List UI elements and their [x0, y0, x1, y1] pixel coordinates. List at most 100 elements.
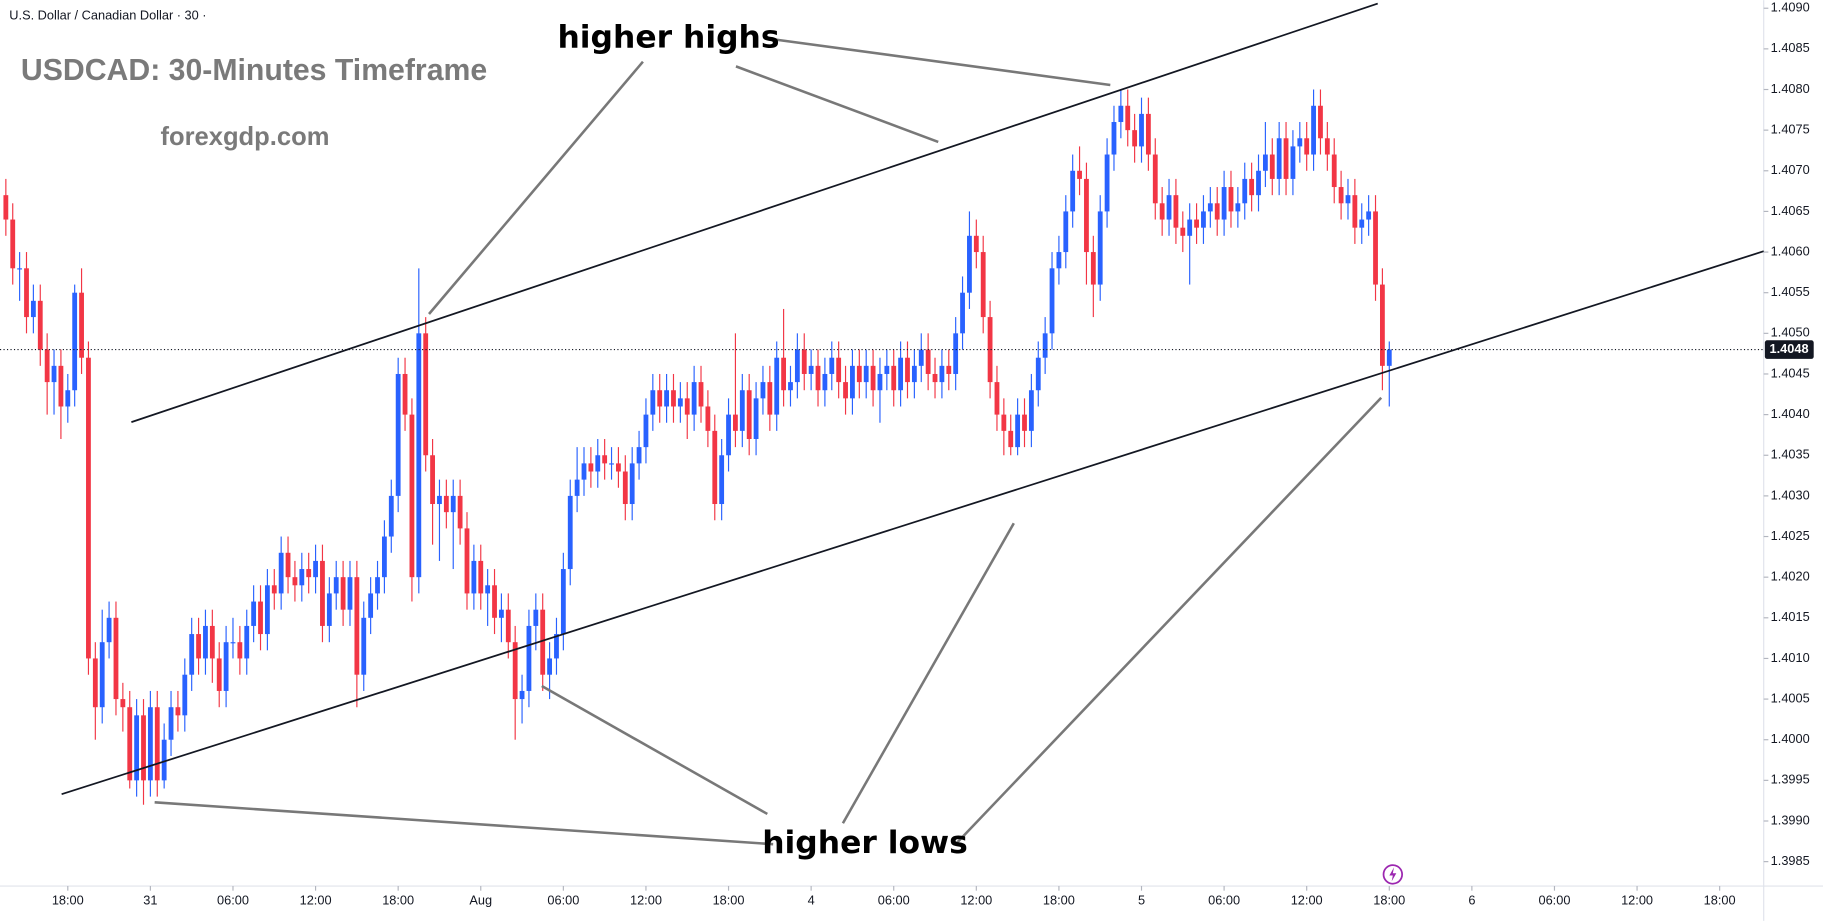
candle-body — [437, 495, 442, 505]
candle-body — [1159, 203, 1165, 220]
candle-body — [37, 300, 43, 350]
x-tick-label: 18:00 — [1043, 893, 1075, 908]
candle-body — [457, 495, 463, 529]
candle-body — [794, 349, 800, 383]
x-tick-label: 12:00 — [300, 893, 332, 908]
candle-body — [684, 398, 690, 415]
candle-body — [44, 349, 50, 383]
candle-body — [884, 365, 890, 374]
candle-body — [918, 349, 924, 366]
candle-body — [292, 577, 298, 586]
candle-body — [141, 715, 146, 781]
x-tick-label: 12:00 — [960, 893, 992, 908]
candle-body — [636, 447, 642, 464]
y-tick-label: 1.4035 — [1771, 447, 1810, 462]
candle-body — [609, 463, 614, 465]
candle-body — [285, 552, 291, 578]
candle-body — [326, 593, 332, 626]
candle-body — [898, 357, 904, 391]
candle-body — [1090, 252, 1096, 285]
candle-body — [815, 365, 821, 391]
x-tick-label: 18:00 — [382, 893, 414, 908]
pointer-line — [954, 396, 1383, 846]
candle-body — [223, 642, 229, 691]
candle-body — [705, 406, 711, 431]
candle-body — [1318, 105, 1323, 139]
candle-body — [1056, 252, 1062, 269]
x-tick-label: 18:00 — [52, 893, 84, 908]
candle-body — [1187, 219, 1193, 236]
candle-body — [86, 357, 91, 659]
candle-body — [1338, 187, 1344, 204]
x-tick-label: Aug — [469, 893, 492, 908]
y-tick-label: 1.4000 — [1771, 731, 1810, 746]
candle-body — [1028, 390, 1034, 431]
candle-body — [264, 585, 270, 635]
candle-body — [836, 357, 842, 383]
candle-body — [361, 617, 367, 675]
candle-body — [932, 373, 938, 383]
candle-body — [1297, 138, 1303, 147]
candle-body — [980, 252, 986, 318]
candle-body — [120, 699, 126, 708]
x-tick-label: 12:00 — [1291, 893, 1323, 908]
candle-body — [1373, 211, 1378, 285]
candle-body — [1118, 105, 1124, 123]
annotation: higher lows — [762, 825, 968, 861]
candle-body — [829, 357, 835, 374]
candle-body — [1097, 211, 1103, 285]
x-tick-label: 18:00 — [713, 893, 745, 908]
candle-body — [388, 495, 394, 537]
candle-body — [1304, 138, 1310, 155]
candle-body — [258, 601, 263, 635]
candle-body — [306, 569, 312, 578]
candle-body — [967, 235, 972, 293]
candle-body — [1235, 203, 1241, 212]
alert-icon[interactable] — [1382, 864, 1404, 885]
x-tick-label: 31 — [143, 893, 157, 908]
candle-body — [1104, 154, 1110, 212]
x-tick-label: 6 — [1468, 893, 1475, 908]
candle-body — [251, 601, 257, 626]
candle-body — [3, 195, 9, 220]
candle-body — [10, 219, 16, 269]
candle-body — [381, 536, 387, 578]
last-price-box — [1764, 340, 1814, 359]
candle-body — [1283, 138, 1289, 179]
candle-body — [244, 625, 250, 659]
candle-body — [24, 268, 29, 318]
y-tick-label: 1.4065 — [1771, 203, 1810, 218]
candle-body — [230, 642, 236, 644]
candle-body — [1166, 195, 1172, 220]
candle-body — [416, 333, 422, 578]
candle-body — [622, 471, 628, 505]
candle-body — [492, 585, 497, 618]
x-tick-label: 5 — [1138, 893, 1145, 908]
candle-body — [733, 414, 738, 431]
candle-body — [739, 390, 745, 431]
candle-body — [588, 463, 594, 472]
candle-body — [175, 707, 181, 716]
candle-body — [65, 390, 71, 407]
candle-body — [271, 585, 277, 594]
candle-body — [1035, 357, 1041, 391]
pointer-line — [541, 684, 768, 816]
y-tick-label: 1.3990 — [1771, 812, 1810, 827]
candle-body — [657, 390, 663, 407]
alert-icon-bolt — [1389, 867, 1397, 882]
candle-body — [616, 463, 621, 472]
candle-body — [168, 707, 174, 740]
x-tick-label: 18:00 — [1704, 893, 1736, 908]
candle-body — [1022, 414, 1027, 431]
candle-body — [402, 373, 408, 415]
candle-body — [519, 690, 525, 700]
candle-body — [877, 373, 883, 391]
y-tick-label: 1.4020 — [1771, 569, 1810, 584]
candle-body — [1063, 211, 1069, 253]
candle-body — [1049, 268, 1055, 334]
x-tick-label: 12:00 — [630, 893, 662, 908]
candle-body — [216, 658, 222, 691]
candle-body — [154, 707, 160, 781]
candle-body — [113, 617, 119, 700]
